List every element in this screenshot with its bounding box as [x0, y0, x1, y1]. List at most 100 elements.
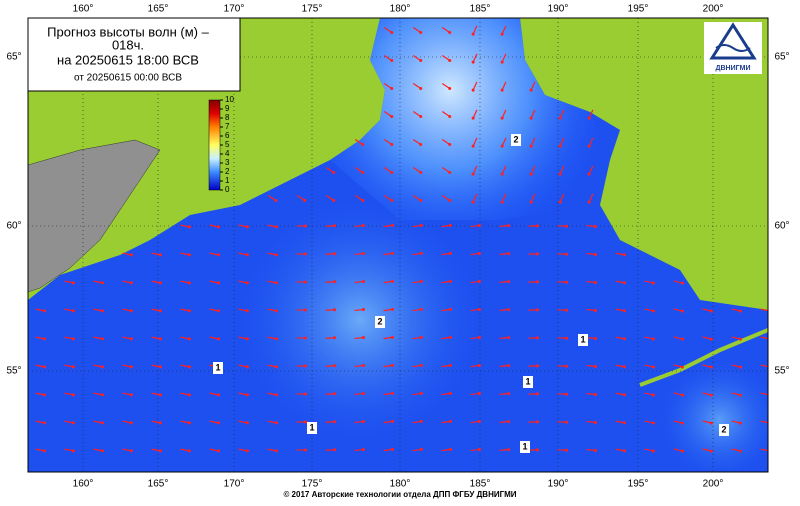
wave-arrow-head [623, 449, 626, 452]
wave-arrow-head [159, 281, 162, 284]
wave-arrow-head [391, 420, 394, 423]
wave-arrow-head [391, 308, 394, 311]
colorbar-tick-label: 6 [225, 131, 230, 140]
wave-arrow-head [420, 224, 423, 227]
wave-arrow-head [217, 421, 220, 424]
wave-arrow-head [304, 281, 307, 284]
wave-arrow-head [420, 364, 423, 367]
lat-label: 55° [6, 366, 21, 377]
wave-arrow-head [188, 365, 191, 368]
wave-arrow-head [681, 394, 684, 397]
wave-arrow-head [390, 31, 393, 34]
wave-arrow-head [188, 337, 191, 340]
wave-arrow-head [530, 201, 533, 204]
wave-arrow-head [536, 252, 539, 255]
wave-arrow-head [472, 61, 475, 64]
wave-arrow-head [449, 308, 452, 311]
wave-arrow-head [275, 393, 278, 396]
wave-arrow-head [449, 392, 452, 395]
wave-arrow-head [472, 117, 475, 120]
wave-arrow-head [188, 253, 191, 256]
wave-arrow-head [101, 449, 104, 452]
wave-arrow-head [449, 364, 452, 367]
wave-arrow-head [419, 87, 422, 90]
lon-label: 165° [148, 4, 169, 15]
wave-arrow-head [217, 449, 220, 452]
wave-arrow-head [391, 252, 394, 255]
wave-arrow-head [448, 59, 451, 62]
lon-label: 200° [703, 4, 724, 15]
lon-label: 185° [470, 479, 491, 490]
wave-arrow-head [478, 336, 481, 339]
wave-arrow-head [333, 364, 336, 367]
wave-arrow-head [681, 310, 684, 313]
wave-arrow-head [304, 421, 307, 424]
wave-arrow-head [217, 337, 220, 340]
wave-arrow-head [43, 365, 46, 368]
wave-arrow-head [449, 420, 452, 423]
wave-arrow-head [565, 449, 568, 452]
wave-arrow-head [419, 199, 422, 202]
wave-arrow-head [681, 338, 684, 341]
wave-arrow-head [217, 225, 220, 228]
wave-arrow-head [536, 280, 539, 283]
colorbar-tick-label: 9 [225, 104, 230, 113]
wave-arrow-head [449, 280, 452, 283]
lon-label: 160° [73, 479, 94, 490]
wave-arrow-head [565, 421, 568, 424]
wave-arrow-head [420, 308, 423, 311]
wave-arrow-head [391, 364, 394, 367]
wave-arrow-head [274, 199, 277, 202]
wave-arrow-head [530, 117, 533, 120]
wave-arrow-head [739, 422, 742, 425]
wave-arrow-head [390, 171, 393, 174]
wave-arrow-head [623, 337, 626, 340]
contour-label: 2 [377, 316, 382, 326]
wave-arrow-head [623, 281, 626, 284]
wave-arrow-head [391, 336, 394, 339]
wave-arrow-head [333, 280, 336, 283]
wave-arrow-head [739, 394, 742, 397]
wave-arrow-head [448, 199, 451, 202]
wave-arrow-head [588, 117, 591, 120]
wave-arrow-head [507, 336, 510, 339]
lat-label: 55° [774, 366, 789, 377]
wave-arrow-head [594, 253, 597, 256]
wave-arrow-head [420, 252, 423, 255]
wave-arrow-head [710, 450, 713, 453]
wave-arrow-head [130, 421, 133, 424]
wave-arrow-head [217, 281, 220, 284]
wave-arrow-head [530, 89, 533, 92]
wave-arrow-head [448, 31, 451, 34]
wave-arrow-head [275, 281, 278, 284]
wave-arrow-head [507, 280, 510, 283]
wave-arrow-head [217, 309, 220, 312]
wave-arrow-head [188, 225, 191, 228]
wave-arrow-head [390, 87, 393, 90]
wave-arrow-head [594, 281, 597, 284]
wave-arrow-head [101, 281, 104, 284]
wave-arrow-head [43, 421, 46, 424]
wave-arrow-head [246, 365, 249, 368]
wave-arrow-head [536, 448, 539, 451]
wave-arrow-head [188, 309, 191, 312]
wave-arrow-head [390, 59, 393, 62]
wave-arrow-head [275, 337, 278, 340]
wave-arrow-head [594, 421, 597, 424]
wave-arrow-head [448, 171, 451, 174]
wave-arrow-head [362, 420, 365, 423]
wave-arrow-head [246, 225, 249, 228]
wave-arrow-head [43, 309, 46, 312]
wave-arrow-head [390, 115, 393, 118]
wave-arrow-head [333, 392, 336, 395]
wave-arrow-head [652, 365, 655, 368]
wave-arrow-head [72, 365, 75, 368]
wave-arrow-head [588, 145, 591, 148]
wave-arrow-head [472, 173, 475, 176]
wave-arrow-head [362, 224, 365, 227]
wave-arrow-head [681, 282, 684, 285]
wave-arrow-head [507, 252, 510, 255]
wave-arrow-head [472, 145, 475, 148]
wave-arrow-head [419, 143, 422, 146]
wave-arrow-head [710, 422, 713, 425]
